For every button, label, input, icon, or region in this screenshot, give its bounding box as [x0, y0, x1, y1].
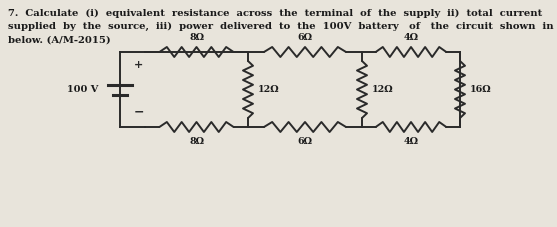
- Text: 16Ω: 16Ω: [470, 85, 492, 94]
- Text: 4Ω: 4Ω: [403, 137, 418, 146]
- Text: 6Ω: 6Ω: [297, 33, 312, 42]
- Text: 4Ω: 4Ω: [403, 33, 418, 42]
- Text: 8Ω: 8Ω: [189, 137, 204, 146]
- Text: −: −: [134, 106, 144, 119]
- Text: 12Ω: 12Ω: [258, 85, 280, 94]
- Text: 8Ω: 8Ω: [189, 33, 204, 42]
- Text: 12Ω: 12Ω: [372, 85, 394, 94]
- Text: 6Ω: 6Ω: [297, 137, 312, 146]
- Text: 7.  Calculate  (i)  equivalent  resistance  across  the  terminal  of  the  supp: 7. Calculate (i) equivalent resistance a…: [8, 9, 554, 44]
- Text: 100 V: 100 V: [67, 85, 98, 94]
- Text: +: +: [134, 60, 143, 70]
